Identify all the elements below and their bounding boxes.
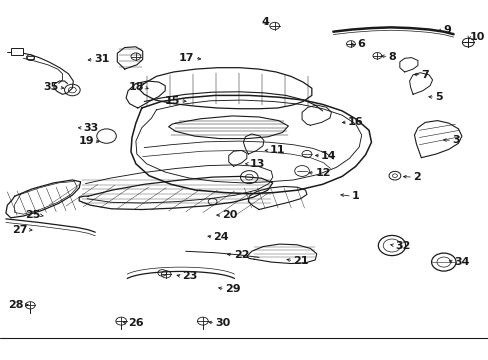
Text: 4: 4 <box>261 17 269 27</box>
Text: 1: 1 <box>351 191 359 201</box>
Text: 28: 28 <box>8 300 23 310</box>
Text: 23: 23 <box>182 271 197 282</box>
Text: 30: 30 <box>215 318 230 328</box>
Text: 15: 15 <box>164 96 180 106</box>
Text: 27: 27 <box>12 225 27 235</box>
Text: 33: 33 <box>83 123 98 133</box>
Bar <box>11 48 23 55</box>
Text: 32: 32 <box>394 240 409 251</box>
Text: 22: 22 <box>233 250 248 260</box>
Text: 34: 34 <box>454 257 469 267</box>
Text: 6: 6 <box>356 39 364 49</box>
Text: 8: 8 <box>388 51 395 62</box>
Text: 35: 35 <box>43 82 59 92</box>
Text: 14: 14 <box>321 150 336 161</box>
Text: 2: 2 <box>412 172 420 182</box>
Text: 3: 3 <box>451 135 459 145</box>
Text: 18: 18 <box>128 82 144 92</box>
Text: 10: 10 <box>468 32 484 42</box>
Text: 11: 11 <box>269 145 285 156</box>
Text: 20: 20 <box>222 210 237 220</box>
Text: 7: 7 <box>421 69 428 80</box>
Text: 21: 21 <box>293 256 308 266</box>
Text: 24: 24 <box>213 232 229 242</box>
Text: 29: 29 <box>224 284 240 294</box>
Text: 19: 19 <box>78 136 94 146</box>
Text: 17: 17 <box>179 53 194 63</box>
Text: 31: 31 <box>94 54 109 64</box>
Text: 9: 9 <box>443 24 450 35</box>
Text: 16: 16 <box>347 117 363 127</box>
Text: 25: 25 <box>25 210 40 220</box>
Text: 5: 5 <box>434 92 442 102</box>
Text: 13: 13 <box>249 159 264 169</box>
Text: 26: 26 <box>128 318 143 328</box>
Text: 12: 12 <box>315 168 330 178</box>
Bar <box>27 56 34 59</box>
